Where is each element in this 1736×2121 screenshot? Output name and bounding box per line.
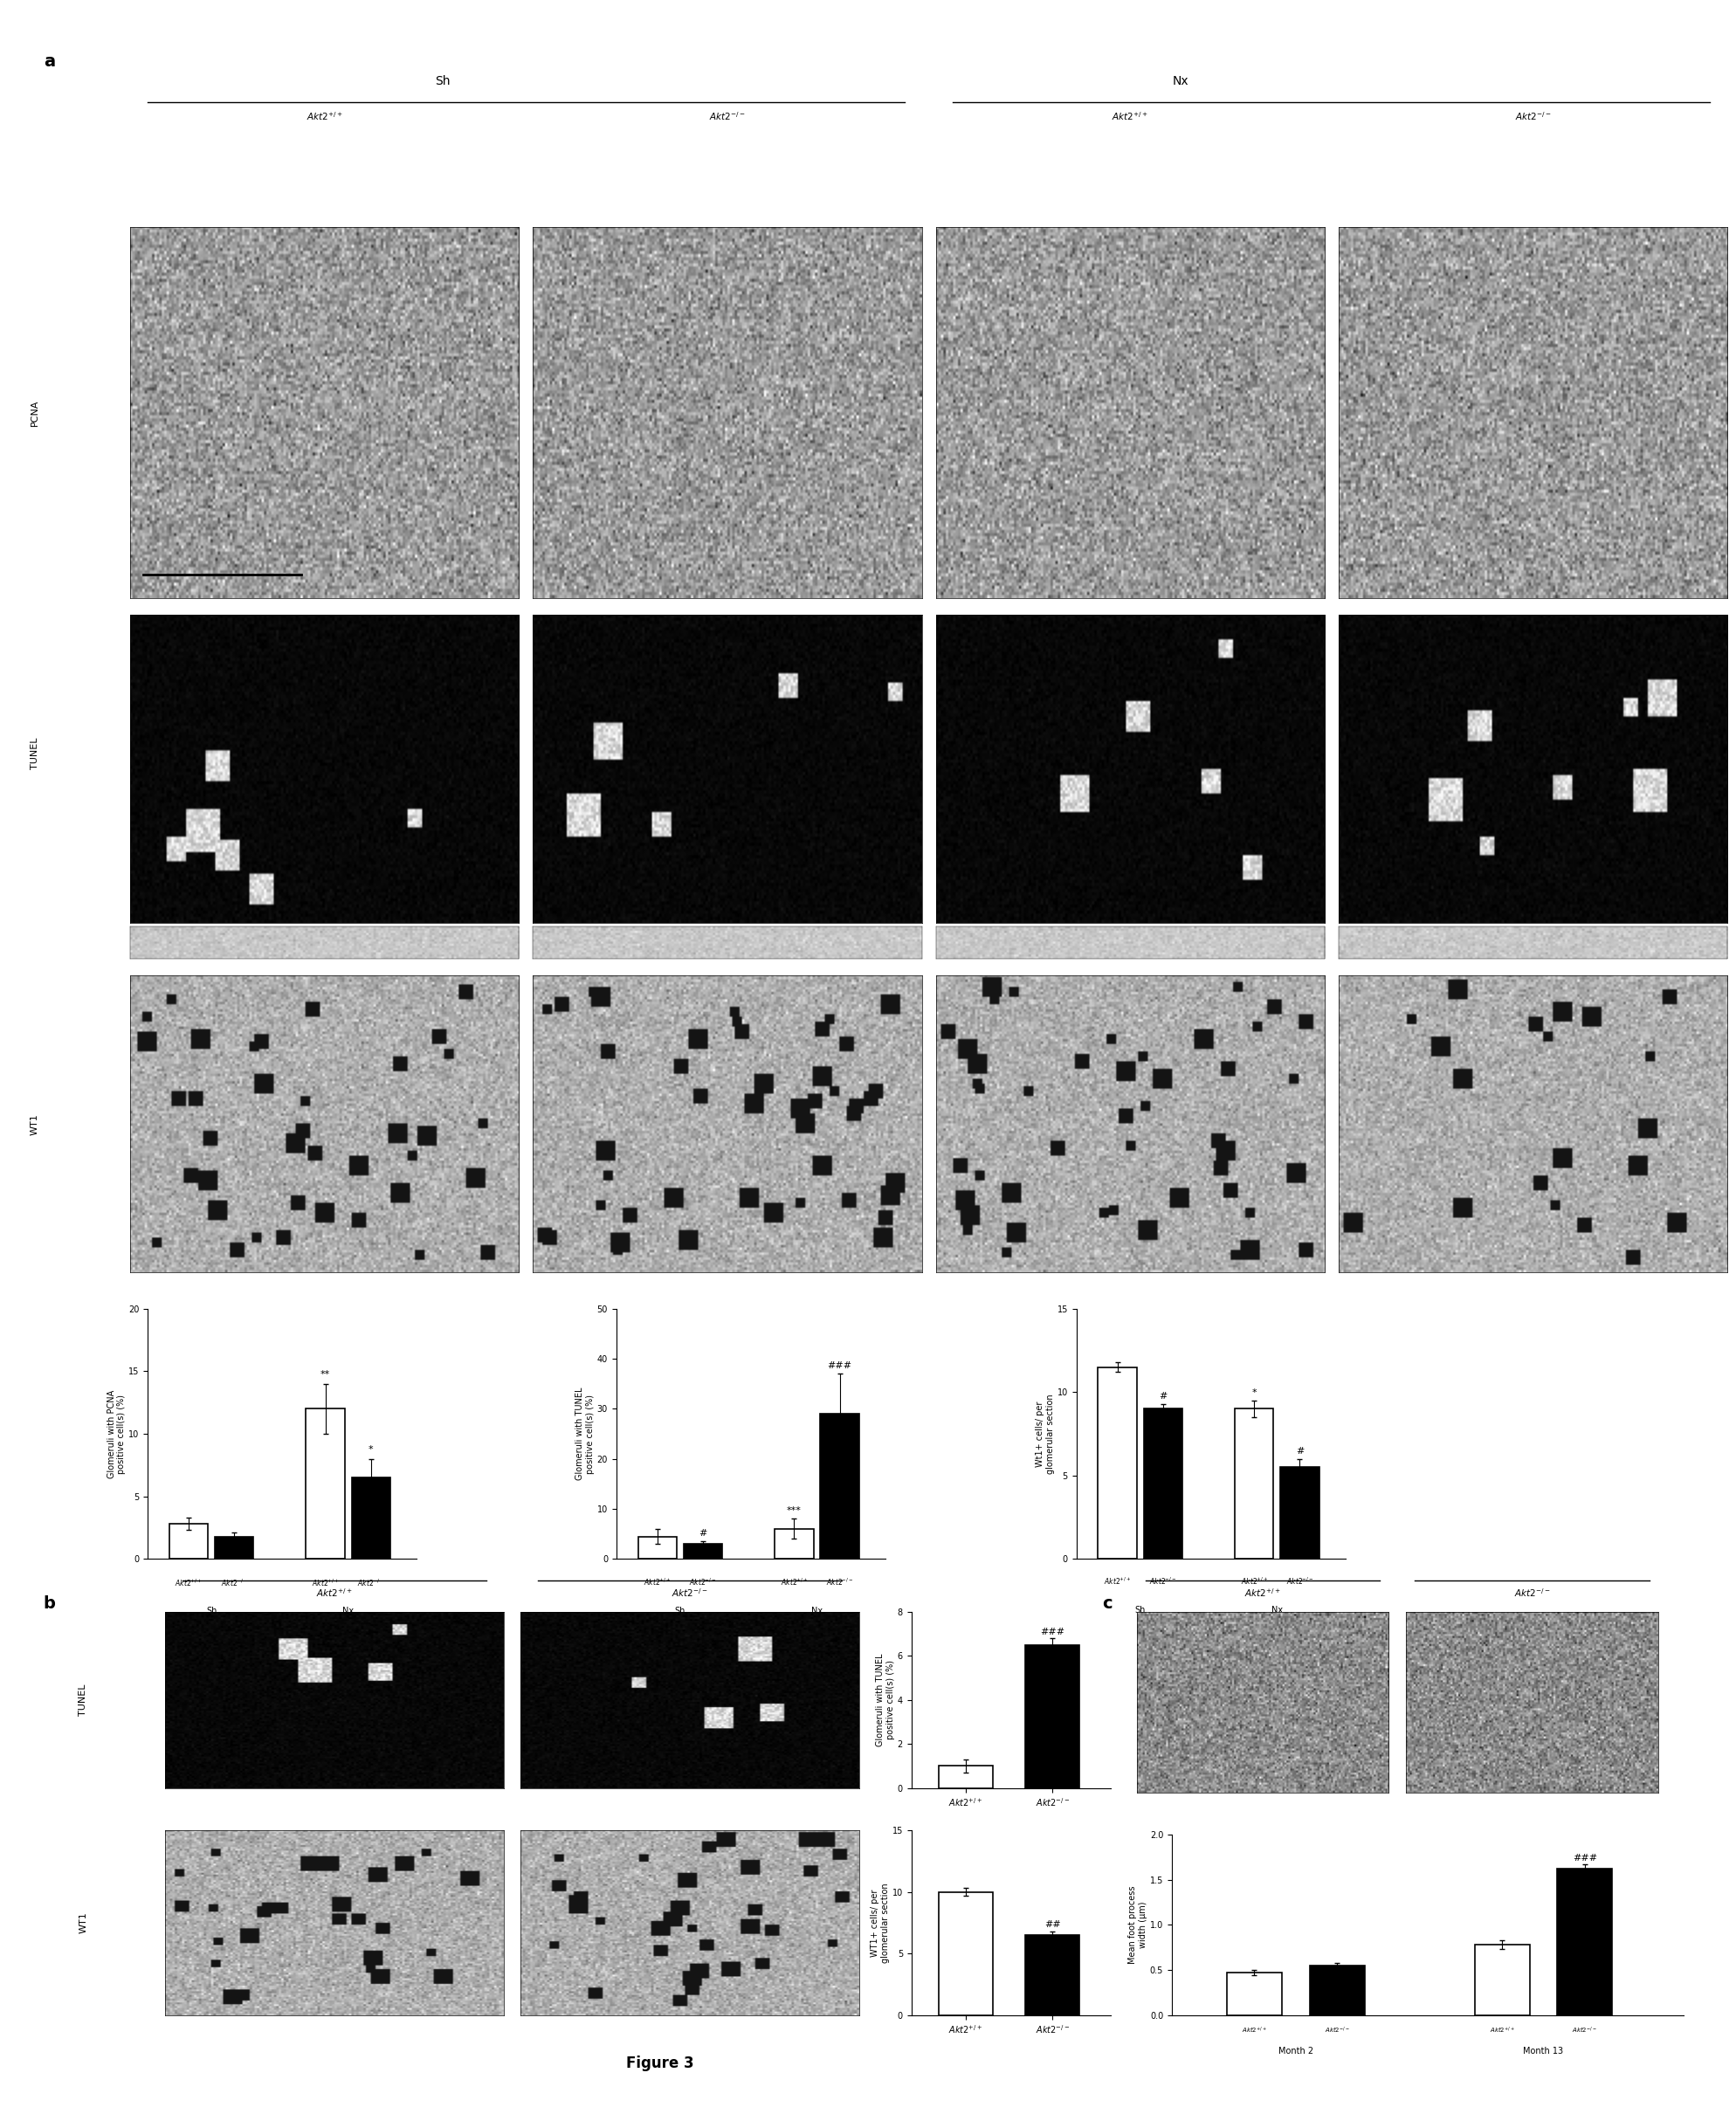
Text: #: # <box>1295 1447 1304 1455</box>
Bar <box>939 1767 993 1788</box>
Text: Sh: Sh <box>1135 1606 1146 1614</box>
Text: $Akt2^{-/-}$: $Akt2^{-/-}$ <box>672 1587 708 1599</box>
Text: $Akt2^{-/-}$: $Akt2^{-/-}$ <box>1149 1576 1177 1587</box>
Text: ***: *** <box>786 1506 802 1514</box>
Bar <box>1227 1973 1281 2015</box>
Text: PCNA: PCNA <box>30 399 40 426</box>
Text: $Akt2^{-/-}$: $Akt2^{-/-}$ <box>826 1576 854 1587</box>
Bar <box>1474 1945 1529 2015</box>
Text: $Akt2^{-/-}$: $Akt2^{-/-}$ <box>358 1578 385 1589</box>
Text: $Akt2^{+/+}$: $Akt2^{+/+}$ <box>1245 1587 1281 1599</box>
Text: *: * <box>368 1444 373 1453</box>
Bar <box>1097 1368 1137 1559</box>
Text: a: a <box>43 53 56 70</box>
Text: ###: ### <box>828 1362 852 1370</box>
Text: #: # <box>700 1529 707 1538</box>
Text: $Akt2^{+/+}$: $Akt2^{+/+}$ <box>1489 2026 1516 2036</box>
Y-axis label: WT1+ cells/ per
glomerular section: WT1+ cells/ per glomerular section <box>871 1883 889 1962</box>
Text: Nx: Nx <box>811 1606 823 1616</box>
Text: Sh: Sh <box>207 1606 217 1616</box>
Text: Sh: Sh <box>436 74 450 87</box>
Bar <box>821 1415 859 1559</box>
Bar <box>352 1478 391 1559</box>
Text: TUNEL: TUNEL <box>78 1684 89 1716</box>
Bar <box>1234 1408 1274 1559</box>
Text: $Akt2^{+/+}$: $Akt2^{+/+}$ <box>1113 110 1147 123</box>
Bar <box>168 1523 208 1559</box>
Text: ###: ### <box>1573 1854 1597 1862</box>
Text: Nx: Nx <box>342 1606 354 1616</box>
Text: $Akt2^{+/+}$: $Akt2^{+/+}$ <box>781 1576 807 1587</box>
Text: $Akt2^{-/-}$: $Akt2^{-/-}$ <box>1325 2026 1349 2036</box>
Text: $Akt2^{-/-}$: $Akt2^{-/-}$ <box>220 1578 248 1589</box>
Text: Nx: Nx <box>1172 74 1189 87</box>
Bar <box>1144 1408 1182 1559</box>
Text: WT1: WT1 <box>78 1911 89 1934</box>
Text: $Akt2^{+/+}$: $Akt2^{+/+}$ <box>175 1578 203 1589</box>
Bar <box>1309 1966 1364 2015</box>
Text: $Akt2^{+/+}$: $Akt2^{+/+}$ <box>644 1576 672 1587</box>
Text: $Akt2^{+/+}$: $Akt2^{+/+}$ <box>307 110 342 123</box>
Text: WT1: WT1 <box>30 1114 40 1135</box>
Text: **: ** <box>321 1370 330 1379</box>
Text: c: c <box>1102 1595 1113 1612</box>
Bar <box>1557 1869 1613 2015</box>
Bar <box>1281 1468 1319 1559</box>
Y-axis label: Glomeruli with TUNEL
positive cell(s) (%): Glomeruli with TUNEL positive cell(s) (%… <box>877 1654 896 1746</box>
Text: $Akt2^{-/-}$: $Akt2^{-/-}$ <box>710 110 745 123</box>
Text: *: * <box>1252 1389 1257 1398</box>
Bar <box>1026 1934 1080 2015</box>
Text: ##: ## <box>1045 1920 1061 1928</box>
Text: $Akt2^{+/+}$: $Akt2^{+/+}$ <box>316 1587 352 1599</box>
Bar <box>637 1536 677 1559</box>
Text: b: b <box>43 1595 56 1612</box>
Text: $Akt2^{+/+}$: $Akt2^{+/+}$ <box>1104 1576 1132 1587</box>
Text: $Akt2^{-/-}$: $Akt2^{-/-}$ <box>1573 2026 1597 2036</box>
Bar <box>684 1544 722 1559</box>
Text: $Akt2^{-/-}$: $Akt2^{-/-}$ <box>1516 110 1550 123</box>
Text: $Akt2^{+/+}$: $Akt2^{+/+}$ <box>1241 1576 1267 1587</box>
Y-axis label: Wt1+ cells/ per
glomerular section: Wt1+ cells/ per glomerular section <box>1036 1393 1054 1474</box>
Text: $Akt2^{-/-}$: $Akt2^{-/-}$ <box>689 1576 717 1587</box>
Text: $Akt2^{-/-}$: $Akt2^{-/-}$ <box>1286 1576 1314 1587</box>
Y-axis label: Mean foot process
width (μm): Mean foot process width (μm) <box>1128 1886 1147 1964</box>
Text: Figure 3: Figure 3 <box>625 2055 694 2072</box>
Y-axis label: Glomeruli with PCNA
positive cell(s) (%): Glomeruli with PCNA positive cell(s) (%) <box>108 1389 125 1478</box>
Text: #: # <box>1160 1391 1167 1400</box>
Text: Sh: Sh <box>675 1606 686 1616</box>
Text: $Akt2^{-/-}$: $Akt2^{-/-}$ <box>1514 1587 1550 1599</box>
Bar <box>774 1529 814 1559</box>
Text: ###: ### <box>1040 1627 1064 1635</box>
Text: Nx: Nx <box>1271 1606 1283 1614</box>
Text: $Akt2^{+/+}$: $Akt2^{+/+}$ <box>1241 2026 1267 2036</box>
Bar <box>939 1892 993 2015</box>
Text: $Akt2^{+/+}$: $Akt2^{+/+}$ <box>312 1578 339 1589</box>
Text: TUNEL: TUNEL <box>30 736 40 770</box>
Bar <box>215 1536 253 1559</box>
Y-axis label: Glomeruli with TUNEL
positive cell(s) (%): Glomeruli with TUNEL positive cell(s) (%… <box>576 1387 594 1480</box>
Text: Month 2: Month 2 <box>1278 2047 1312 2055</box>
Text: Month 13: Month 13 <box>1524 2047 1564 2055</box>
Bar <box>1026 1646 1080 1788</box>
Bar <box>306 1408 345 1559</box>
